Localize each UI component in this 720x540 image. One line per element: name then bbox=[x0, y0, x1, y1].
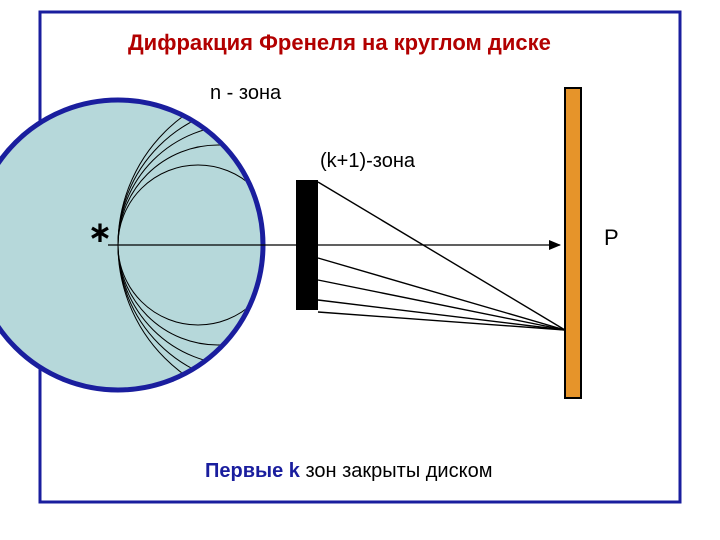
label-point-p: P bbox=[604, 225, 619, 251]
ray bbox=[318, 258, 565, 330]
diagram-svg: ∗ bbox=[0, 0, 720, 540]
bottom-caption: Первые k зон закрыты диском bbox=[205, 460, 492, 483]
point-source-icon: ∗ bbox=[88, 217, 111, 248]
slide-title: Дифракция Френеля на круглом диске bbox=[128, 30, 551, 56]
label-n-zone: n - зона bbox=[210, 82, 281, 105]
ray bbox=[318, 182, 565, 330]
observation-screen bbox=[565, 88, 581, 398]
diffraction-rays bbox=[318, 182, 565, 330]
opaque-disk bbox=[296, 180, 318, 310]
caption-segment: Первые k bbox=[205, 460, 305, 482]
label-k-plus-1-zone: (k+1)-зона bbox=[320, 150, 415, 173]
caption-segment: зон закрыты диском bbox=[305, 460, 492, 482]
